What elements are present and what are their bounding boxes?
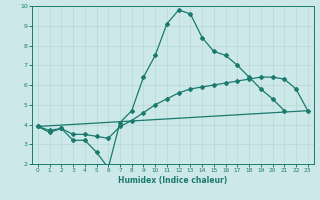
X-axis label: Humidex (Indice chaleur): Humidex (Indice chaleur) xyxy=(118,176,228,185)
